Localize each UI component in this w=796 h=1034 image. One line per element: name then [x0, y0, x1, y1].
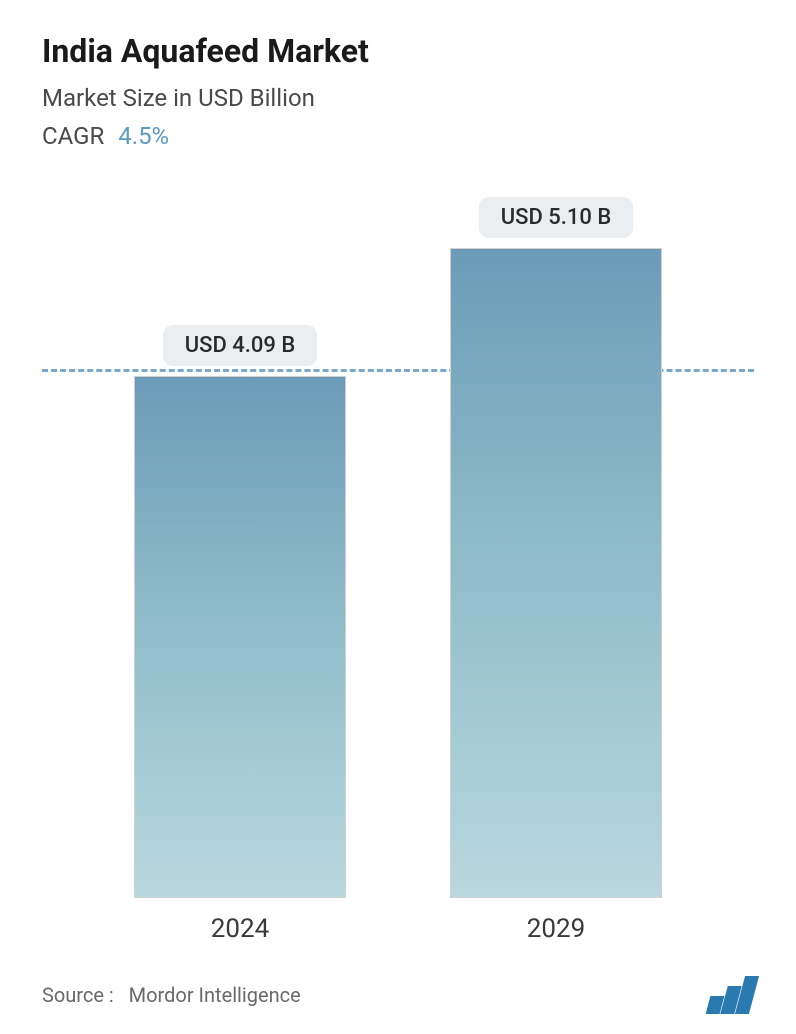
- bar-2029: [450, 248, 662, 898]
- cagr-label: CAGR: [42, 122, 104, 150]
- bar-group-2024: USD 4.09 B 2024: [134, 325, 346, 944]
- source-label: Source :: [42, 983, 114, 1007]
- chart-subtitle: Market Size in USD Billion: [42, 84, 754, 112]
- value-badge-2029: USD 5.10 B: [479, 197, 634, 238]
- footer: Source : Mordor Intelligence: [42, 964, 754, 1014]
- source-name: Mordor Intelligence: [129, 983, 301, 1007]
- chart-area: USD 4.09 B 2024 USD 5.10 B 2029: [42, 190, 754, 944]
- bar-group-2029: USD 5.10 B 2029: [450, 197, 662, 944]
- bar-2024: [134, 376, 346, 898]
- bar-label-2029: 2029: [527, 914, 585, 944]
- bar-label-2024: 2024: [211, 914, 269, 944]
- mordor-logo-icon: [708, 976, 754, 1014]
- cagr-value: 4.5%: [118, 122, 169, 150]
- chart-container: India Aquafeed Market Market Size in USD…: [0, 0, 796, 1034]
- value-badge-2024: USD 4.09 B: [163, 325, 318, 366]
- cagr-row: CAGR 4.5%: [42, 122, 754, 150]
- source-text: Source : Mordor Intelligence: [42, 983, 301, 1007]
- page-title: India Aquafeed Market: [42, 32, 754, 70]
